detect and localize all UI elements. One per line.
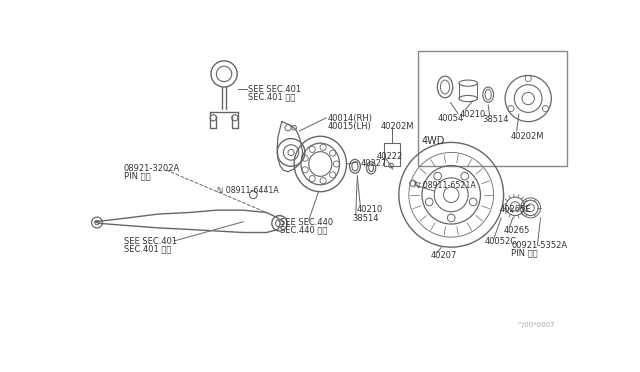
Text: 40265: 40265 bbox=[504, 225, 530, 235]
Text: 40052C: 40052C bbox=[485, 237, 517, 246]
Text: SEC.401 参照: SEC.401 参照 bbox=[248, 92, 295, 102]
Text: ℕ 08911-6521A: ℕ 08911-6521A bbox=[414, 181, 476, 190]
Bar bbox=[418, 51, 566, 166]
Text: 40202M: 40202M bbox=[511, 132, 544, 141]
Text: 40265E: 40265E bbox=[500, 205, 531, 214]
Text: 08921-3202A: 08921-3202A bbox=[124, 164, 180, 173]
Text: 38514: 38514 bbox=[353, 214, 379, 223]
Bar bbox=[384, 143, 399, 166]
Text: PIN ピン: PIN ピン bbox=[124, 172, 150, 181]
Text: SEE SEC.401: SEE SEC.401 bbox=[124, 237, 177, 246]
Text: 40207: 40207 bbox=[431, 251, 457, 260]
Text: 4WD: 4WD bbox=[421, 135, 445, 145]
Text: PIN ピン: PIN ピン bbox=[511, 249, 538, 258]
Text: ℕ 08911-6441A: ℕ 08911-6441A bbox=[217, 186, 279, 195]
Text: SEE SEC.401: SEE SEC.401 bbox=[248, 85, 301, 94]
Text: 40210: 40210 bbox=[356, 205, 383, 214]
Text: SEE SEC.440: SEE SEC.440 bbox=[280, 218, 333, 227]
Text: 40222: 40222 bbox=[376, 153, 403, 161]
Text: 40014(RH): 40014(RH) bbox=[328, 114, 373, 123]
Text: SEC.440 参照: SEC.440 参照 bbox=[280, 225, 328, 235]
Text: 40227: 40227 bbox=[360, 158, 387, 168]
Text: 40210: 40210 bbox=[460, 110, 486, 119]
Text: 40202M: 40202M bbox=[380, 122, 414, 131]
Text: 00921-5352A: 00921-5352A bbox=[511, 241, 568, 250]
Text: 40015(LH): 40015(LH) bbox=[328, 122, 372, 131]
Text: SEC.401 参照: SEC.401 参照 bbox=[124, 245, 172, 254]
Text: ^/00*0007: ^/00*0007 bbox=[516, 322, 556, 328]
Text: 40054: 40054 bbox=[437, 114, 463, 123]
Text: 38514: 38514 bbox=[482, 115, 509, 125]
